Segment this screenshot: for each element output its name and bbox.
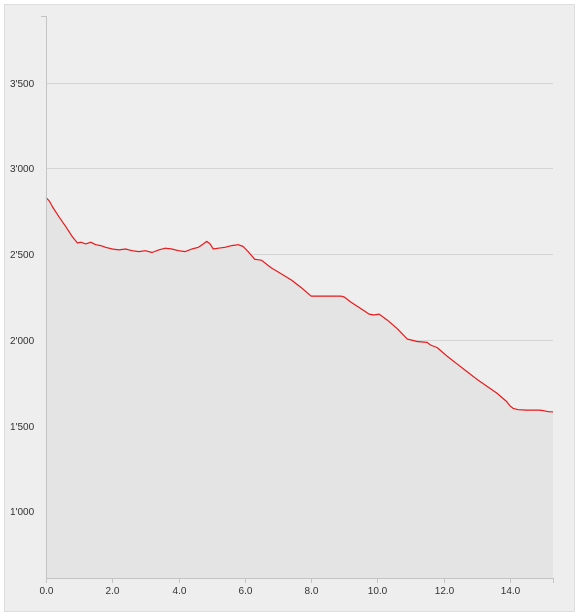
x-tick-label: 6.0	[239, 586, 253, 597]
x-tick-label: 4.0	[173, 586, 187, 597]
y-tick-label: 2'500	[10, 250, 35, 261]
x-tick-label: 14.0	[501, 586, 521, 597]
area-layer	[45, 197, 553, 578]
x-tick-label: 12.0	[435, 586, 455, 597]
x-tick-label: 0.0	[40, 586, 54, 597]
y-tick-label: 1'000	[10, 507, 35, 518]
x-tick-label: 10.0	[368, 586, 388, 597]
axis-layer	[41, 16, 554, 583]
x-tick-label: 8.0	[305, 586, 319, 597]
label-layer: 1'000 1'500 2'000 2'500 3'000 3'500 0.0 2.0 4.0 6…	[10, 79, 521, 597]
y-tick-label: 2'000	[10, 336, 35, 347]
elevation-line	[45, 197, 553, 413]
y-tick-label: 3'500	[10, 79, 35, 90]
y-tick-label: 3'000	[10, 164, 35, 175]
x-tick-label: 2.0	[106, 586, 120, 597]
y-tick-label: 1'500	[10, 422, 35, 433]
elevation-area	[46, 197, 553, 578]
